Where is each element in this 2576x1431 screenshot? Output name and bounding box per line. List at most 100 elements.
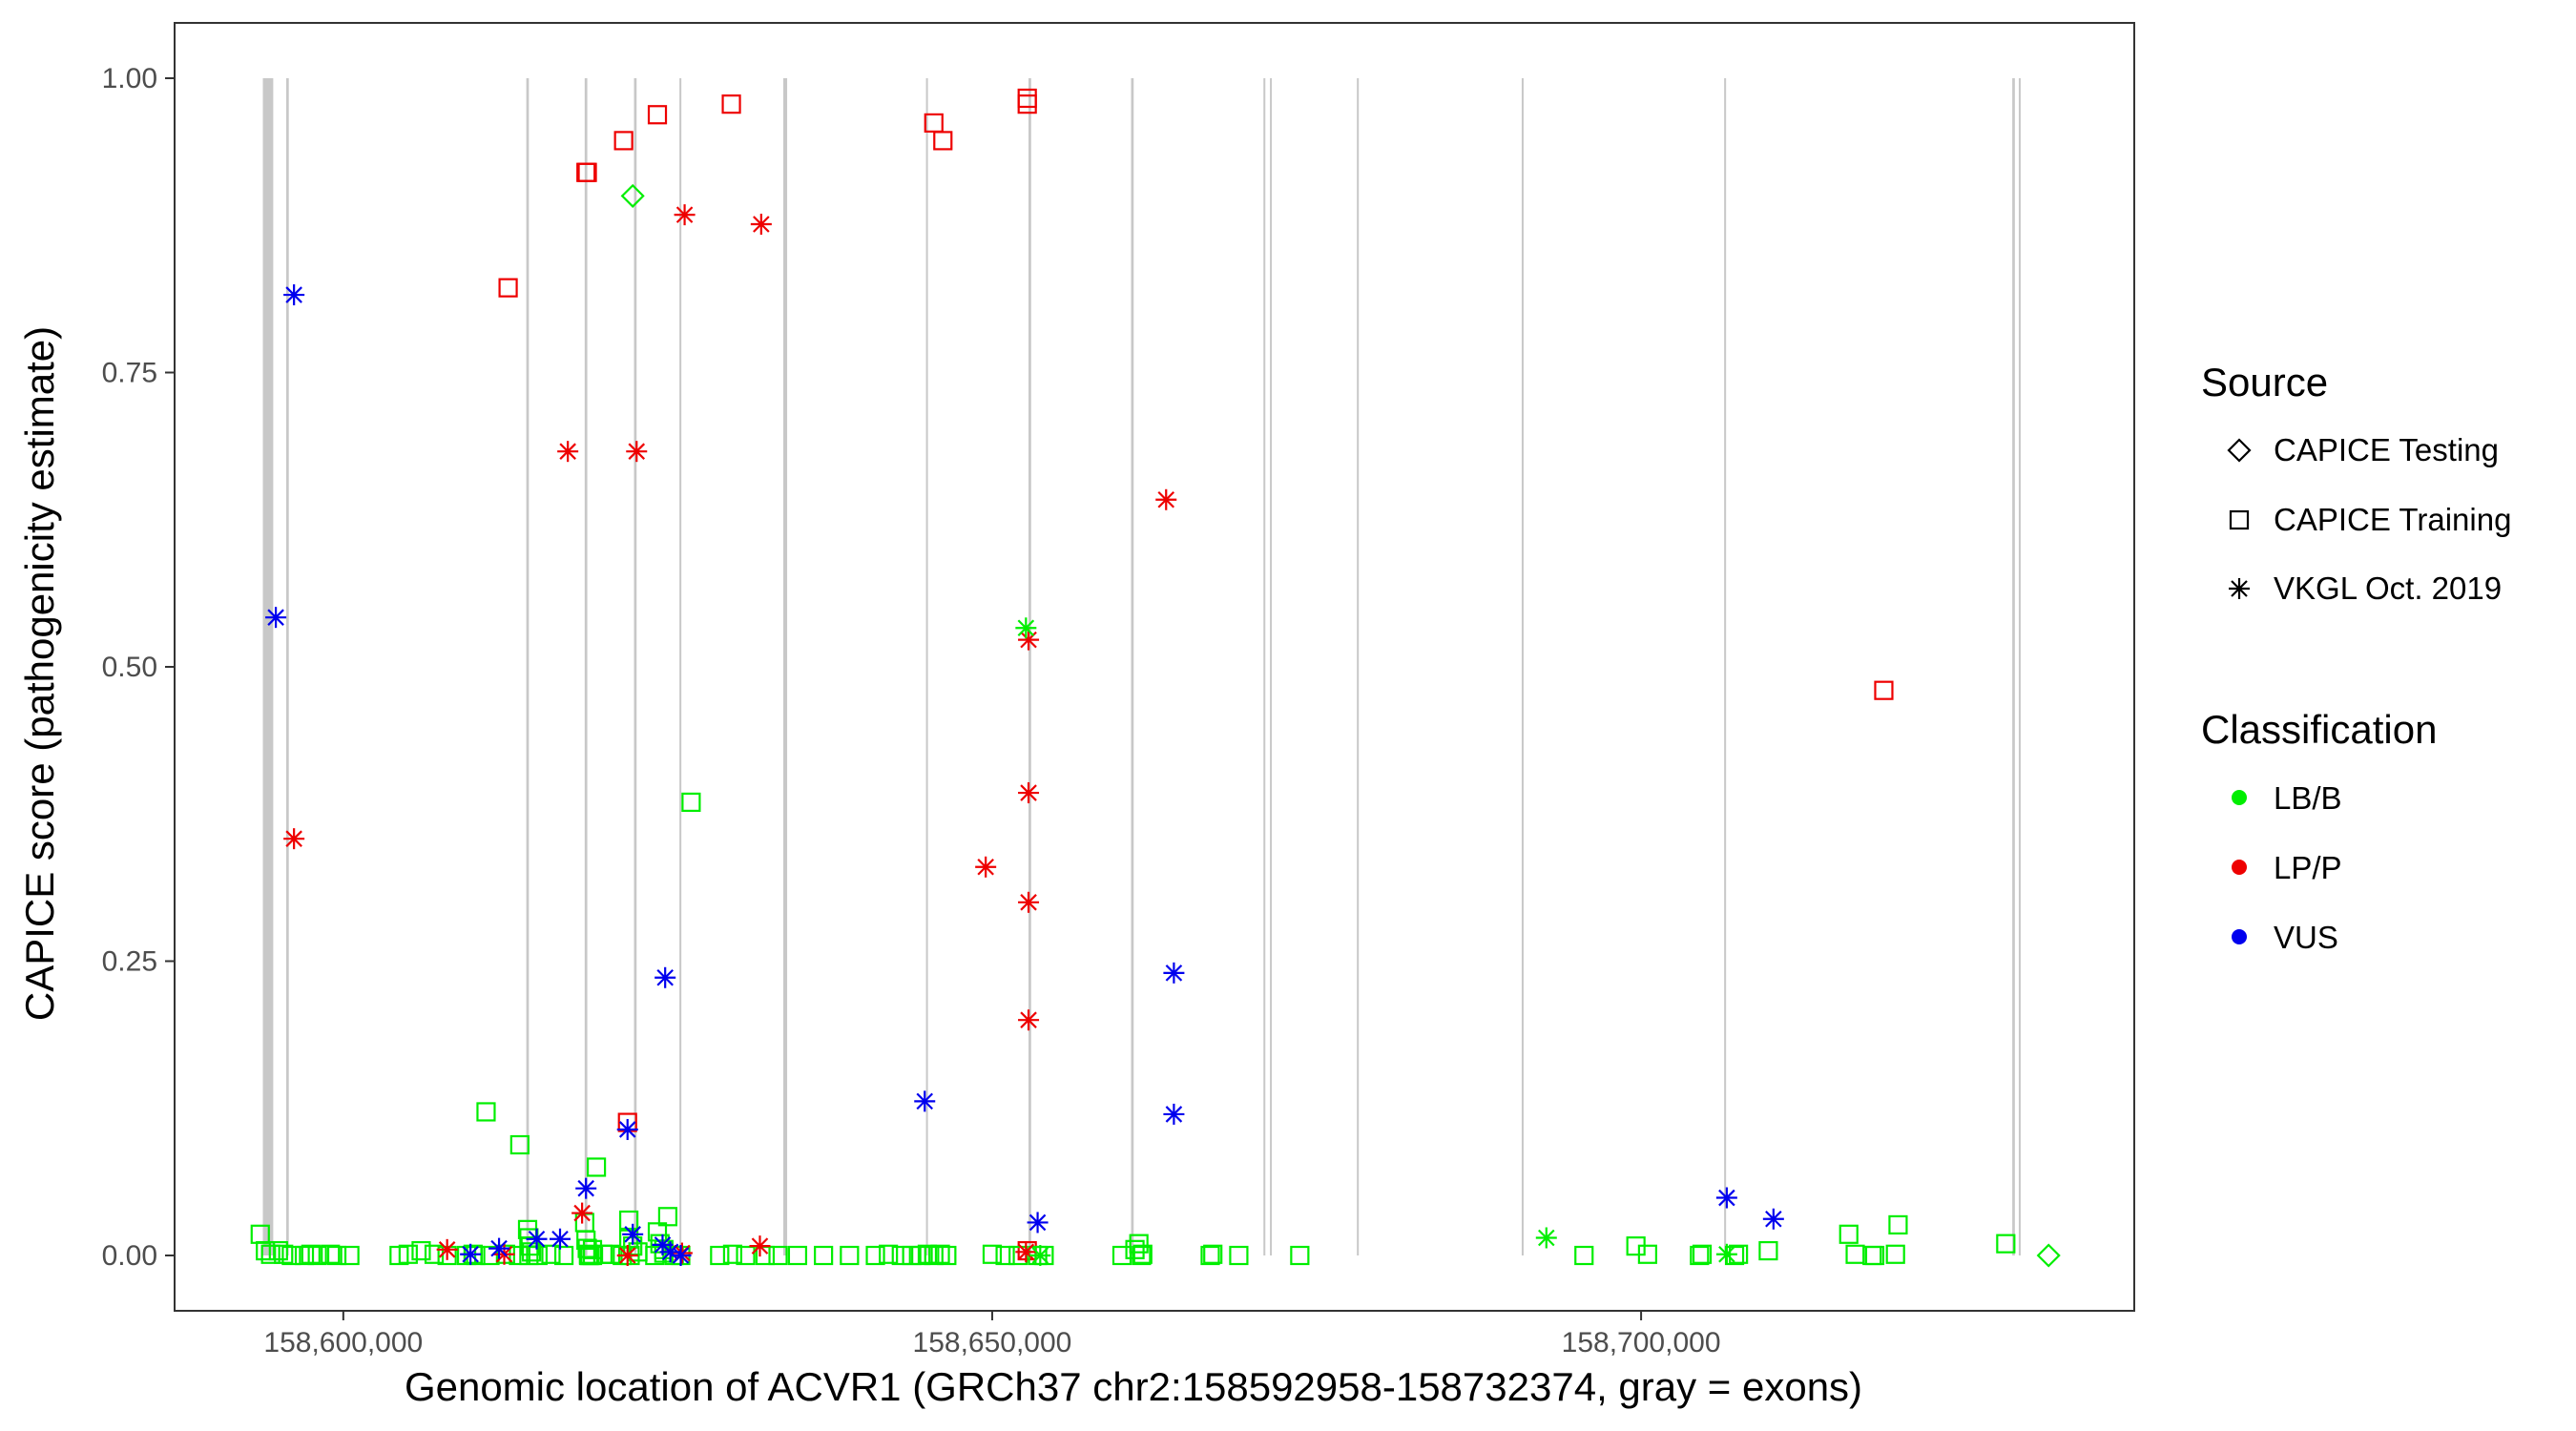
exon-band xyxy=(679,77,682,1256)
exon-band xyxy=(526,77,530,1256)
asterisk-stroke xyxy=(1538,1229,1555,1247)
data-point xyxy=(294,1245,315,1266)
data-point xyxy=(710,1245,730,1266)
data-point xyxy=(1163,962,1185,984)
data-point xyxy=(768,1245,788,1266)
data-point xyxy=(1018,782,1040,804)
data-point xyxy=(1885,1244,1905,1264)
data-point xyxy=(553,1245,574,1266)
exon-band xyxy=(925,77,928,1256)
data-point xyxy=(645,1245,665,1266)
exon-band xyxy=(1028,77,1031,1256)
exon-band xyxy=(1270,77,1273,1256)
asterisk-stroke xyxy=(618,1121,636,1138)
asterisk-stroke xyxy=(1718,1189,1735,1207)
data-point xyxy=(586,1157,607,1177)
exon-band xyxy=(1131,77,1134,1256)
data-point xyxy=(577,162,597,182)
asterisk-marker-shape xyxy=(2229,578,2250,599)
data-point xyxy=(722,1244,743,1264)
y-tick-label: 0.00 xyxy=(102,1240,157,1272)
data-point xyxy=(321,1244,341,1264)
data-point xyxy=(736,1245,756,1266)
data-point xyxy=(933,131,953,151)
vus-dot-icon xyxy=(2232,929,2247,944)
exon-band xyxy=(285,77,289,1256)
data-point xyxy=(930,1244,950,1264)
lpp-dot-icon xyxy=(2232,860,2247,875)
data-point xyxy=(326,1245,347,1266)
data-point xyxy=(1874,680,1894,700)
data-point xyxy=(1692,1244,1713,1264)
data-point xyxy=(460,1243,482,1265)
asterisk-stroke xyxy=(551,1230,569,1248)
asterisk-stroke xyxy=(977,859,994,876)
data-point xyxy=(283,828,305,850)
data-point xyxy=(411,1240,431,1261)
data-point xyxy=(549,1228,571,1250)
data-point xyxy=(982,1244,1003,1264)
legend-item-vus: VUS xyxy=(2232,920,2338,955)
exon-band xyxy=(262,77,274,1256)
y-axis-title: CAPICE score (pathogenicity estimate) xyxy=(17,326,62,1021)
diamond-marker-icon xyxy=(2227,438,2252,463)
exon-band xyxy=(1521,77,1524,1256)
data-point xyxy=(657,1207,678,1227)
square-marker-shape xyxy=(2229,509,2250,530)
legend-label-capice-testing: CAPICE Testing xyxy=(2274,432,2499,467)
data-point xyxy=(1839,1224,1859,1244)
exon-band xyxy=(584,77,588,1256)
asterisk-stroke xyxy=(1017,1243,1035,1261)
y-tick-label: 0.25 xyxy=(102,946,157,978)
exon-band xyxy=(1263,77,1266,1256)
data-point xyxy=(1715,1187,1737,1209)
asterisk-stroke xyxy=(656,968,674,986)
data-point xyxy=(1290,1245,1310,1266)
data-point xyxy=(498,278,518,298)
data-point xyxy=(1027,1212,1049,1234)
asterisk-stroke xyxy=(577,1179,594,1197)
x-axis-title: Genomic location of ACVR1 (GRCh37 chr2:1… xyxy=(405,1364,1862,1409)
asterisk-stroke xyxy=(1020,894,1037,911)
data-point xyxy=(1574,1245,1594,1266)
asterisk-stroke xyxy=(528,1230,546,1248)
axes: 0.00 0.25 0.50 0.75 1.00 158,600,000 158,650,0… xyxy=(102,22,2135,1358)
legend-label-capice-training: CAPICE Training xyxy=(2274,502,2511,537)
asterisk-stroke xyxy=(1020,1011,1037,1028)
legend-classification-title: Classification xyxy=(2201,707,2437,752)
asterisk-stroke xyxy=(916,1092,934,1110)
data-point xyxy=(1155,488,1177,510)
data-point xyxy=(865,1245,885,1266)
asterisk-stroke xyxy=(1157,490,1175,508)
asterisk-stroke xyxy=(618,1247,636,1264)
data-point xyxy=(674,204,696,226)
legend-label-vus: VUS xyxy=(2274,920,2338,955)
plot-area xyxy=(250,77,2061,1268)
asterisk-stroke xyxy=(285,286,302,303)
data-point xyxy=(268,1240,288,1261)
data-point xyxy=(626,441,648,463)
data-point xyxy=(476,1102,496,1122)
asterisk-stroke xyxy=(1165,1106,1183,1123)
exon-band xyxy=(634,77,637,1256)
y-tick-label: 1.00 xyxy=(102,63,157,94)
data-point xyxy=(891,1245,911,1266)
data-point xyxy=(917,1244,938,1264)
x-tick-label: 158,700,000 xyxy=(1562,1327,1721,1358)
data-point xyxy=(787,1245,808,1266)
asterisk-stroke xyxy=(490,1239,508,1257)
legend-label-lbb: LB/B xyxy=(2274,780,2342,816)
data-point xyxy=(1029,1245,1051,1267)
asterisk-stroke xyxy=(1765,1210,1782,1228)
asterisk-stroke xyxy=(438,1241,456,1258)
square-marker-icon xyxy=(2229,509,2250,530)
data-point xyxy=(1018,1009,1040,1031)
legend-item-capice-testing: CAPICE Testing xyxy=(2227,432,2499,467)
data-point xyxy=(575,1177,597,1199)
data-point xyxy=(1762,1208,1784,1230)
data-point xyxy=(618,1210,639,1231)
data-point xyxy=(1129,1234,1149,1254)
data-point xyxy=(814,1245,834,1266)
data-point xyxy=(307,1245,327,1266)
